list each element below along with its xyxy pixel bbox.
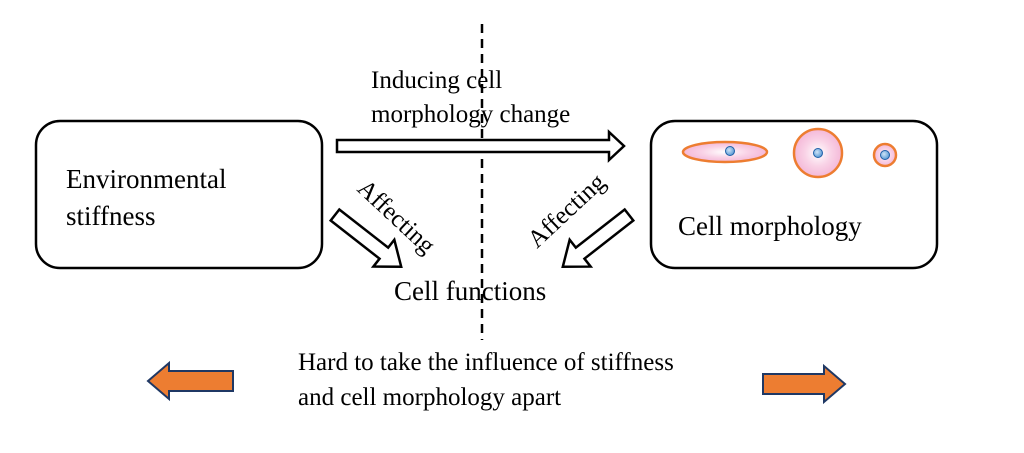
elongated-cell-icon (681, 140, 769, 164)
orange-left-arrow (146, 360, 234, 402)
small-cell-icon (872, 142, 898, 168)
inducing-label-line1: Inducing cell (371, 67, 502, 94)
affecting-left-arrow (328, 207, 403, 268)
bottom-note-line2: and cell morphology apart (298, 384, 561, 411)
cell-morphology-label: Cell morphology (678, 211, 862, 241)
cell-functions-label: Cell functions (394, 276, 546, 306)
environmental-stiffness-box (34, 119, 324, 270)
inducing-arrow (335, 129, 626, 163)
inducing-label-line2: morphology change (371, 101, 570, 128)
cell-morphology-box (649, 119, 939, 270)
affecting-right-arrow (561, 207, 636, 268)
bottom-note-line1: Hard to take the influence of stiffness (298, 349, 674, 376)
environmental-stiffness-line2: stiffness (66, 201, 156, 231)
orange-right-arrow (762, 363, 847, 405)
environmental-stiffness-line1: Environmental (66, 164, 226, 194)
round-cell-icon (792, 127, 844, 179)
